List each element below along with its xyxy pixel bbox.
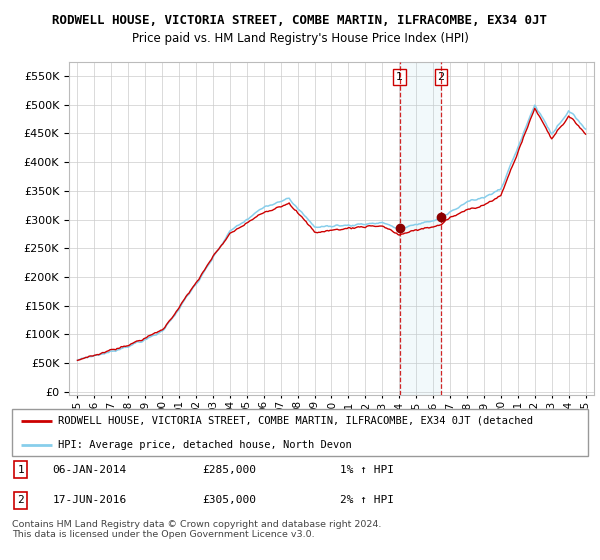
Bar (400, 62, 441, 395)
Text: 2% ↑ HPI: 2% ↑ HPI (340, 496, 394, 505)
Text: 17-JUN-2016: 17-JUN-2016 (52, 496, 127, 505)
Text: £305,000: £305,000 (202, 496, 256, 505)
Text: Price paid vs. HM Land Registry's House Price Index (HPI): Price paid vs. HM Land Registry's House … (131, 32, 469, 45)
Text: 1: 1 (17, 465, 24, 474)
Text: RODWELL HOUSE, VICTORIA STREET, COMBE MARTIN, ILFRACOMBE, EX34 0JT: RODWELL HOUSE, VICTORIA STREET, COMBE MA… (53, 14, 548, 27)
Text: RODWELL HOUSE, VICTORIA STREET, COMBE MARTIN, ILFRACOMBE, EX34 0JT (detached: RODWELL HOUSE, VICTORIA STREET, COMBE MA… (58, 416, 533, 426)
Text: 1% ↑ HPI: 1% ↑ HPI (340, 465, 394, 474)
Text: 2: 2 (437, 72, 445, 82)
Text: £285,000: £285,000 (202, 465, 256, 474)
Text: 1: 1 (396, 72, 403, 82)
Text: 06-JAN-2014: 06-JAN-2014 (52, 465, 127, 474)
Text: Contains HM Land Registry data © Crown copyright and database right 2024.
This d: Contains HM Land Registry data © Crown c… (12, 520, 382, 539)
Text: 2: 2 (17, 496, 24, 505)
Text: HPI: Average price, detached house, North Devon: HPI: Average price, detached house, Nort… (58, 440, 352, 450)
